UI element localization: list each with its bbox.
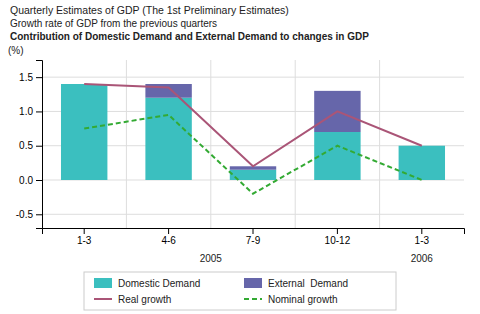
y-tick: 0.0 [19,175,42,186]
legend-label: External Demand [268,278,348,289]
y-tick-label: -0.5 [16,209,34,220]
x-axis: 1-3 4-6 7-9 10-12 1-3 [43,228,465,246]
y-tick: 1.0 [19,106,42,117]
x-tick-label: 1-3 [415,235,430,246]
y-tick: 1.5 [19,72,42,83]
title: Quarterly Estimates of GDP (The 1st Prel… [10,4,289,16]
grid [42,60,464,228]
legend-swatch [94,298,112,300]
x-tick: 1-3 [415,228,430,246]
x-tick-mark [337,228,338,234]
y-axis: -0.5 0.0 0.5 1.0 1.5 [16,61,43,229]
y-tick-label: 0.5 [19,140,33,151]
column-divider [295,60,296,228]
y-tick: -0.5 [16,209,42,220]
axis-line [36,61,43,229]
y-tick-label: 0.0 [19,175,33,186]
x-tick-mark [253,228,254,234]
y-tick-mark [36,111,42,112]
x-tick-label: 4-6 [161,235,176,246]
y-tick-mark [36,214,42,215]
legend-item: Nominal growth [244,294,337,305]
x-tick: 7-9 [246,228,261,246]
marks [61,84,445,194]
line [84,84,422,166]
titles: Quarterly Estimates of GDP (The 1st Prel… [10,4,369,42]
legend-label: Domestic Demand [118,278,200,289]
y-tick-mark [36,180,42,181]
grid-line [42,214,464,215]
bar [145,98,191,180]
x-tick-mark [168,228,169,234]
column-divider [379,60,380,228]
legend-swatch [94,278,112,288]
axis-line [43,229,465,235]
legend-swatch [244,298,262,300]
x-tick: 10-12 [325,228,351,246]
y-tick-mark [36,77,42,78]
y-tick-mark [36,146,42,147]
annotation: 2005 [200,253,223,264]
line [84,115,422,194]
x-tick-label: 7-9 [246,235,261,246]
x-tick-mark [84,228,85,234]
x-tick-label: 10-12 [325,235,351,246]
legend-swatch [244,278,262,288]
bar [399,180,445,181]
bar [314,132,360,180]
legend-item: Domestic Demand [94,278,200,289]
annotation: 2006 [411,253,434,264]
column-divider [210,60,211,228]
subtitle: Growth rate of GDP from the previous qua… [10,18,217,29]
x-tick: 4-6 [161,228,176,246]
subtitle: Contribution of Domestic Demand and Exte… [10,31,369,42]
legend-label: Real growth [118,294,171,305]
legend: Domestic Demand External Demand Real growt… [84,272,396,310]
bar [399,146,445,180]
x-tick-label: 1-3 [77,235,92,246]
y-tick: 0.5 [19,140,42,151]
x-tick-mark [421,228,422,234]
x-tick: 1-3 [77,228,92,246]
grid-line [42,77,464,78]
y-axis-label: (%) [8,45,24,56]
bar [61,180,107,181]
y-tick-label: 1.5 [19,72,33,83]
bar [61,84,107,180]
chart-svg: Quarterly Estimates of GDP (The 1st Prel… [0,0,480,314]
legend-item: Real growth [94,294,171,305]
chart-container: Quarterly Estimates of GDP (The 1st Prel… [0,0,480,314]
legend-frame [84,272,396,310]
legend-item: External Demand [244,278,348,289]
y-tick-label: 1.0 [19,106,33,117]
bar-series [61,84,445,180]
legend-label: Nominal growth [268,294,337,305]
